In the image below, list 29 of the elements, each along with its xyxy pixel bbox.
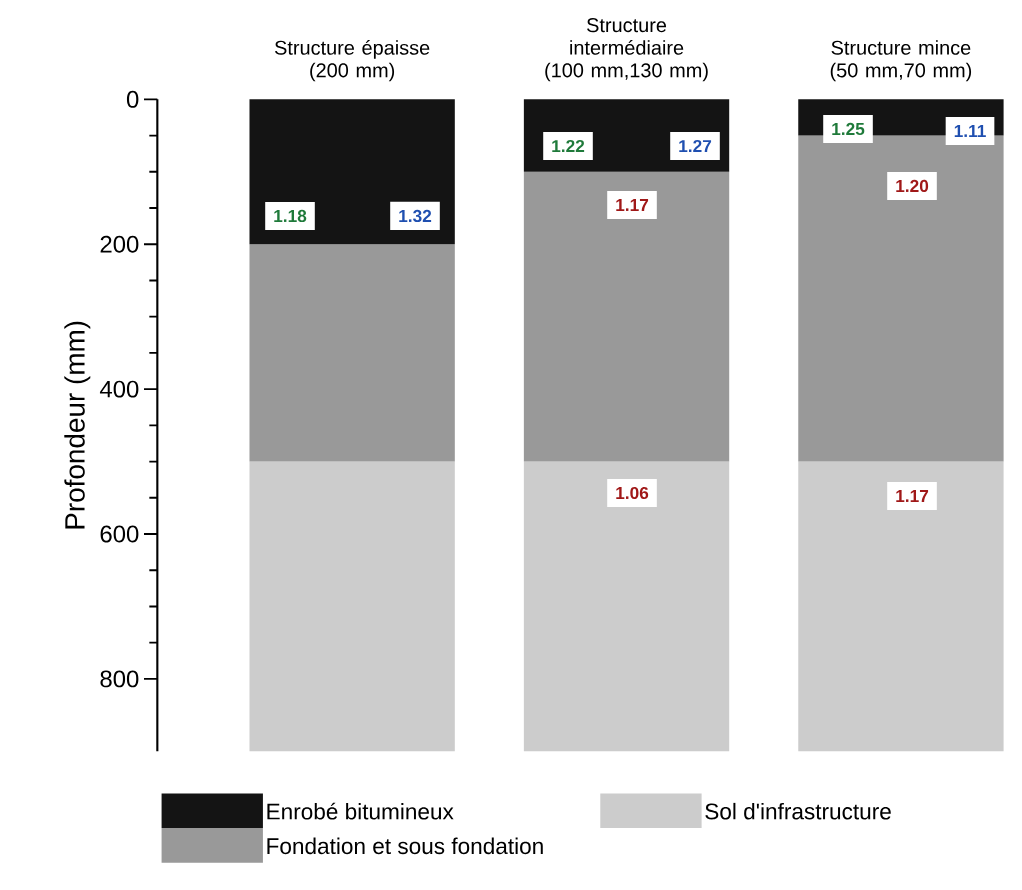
annotation: 1.20 <box>896 179 929 193</box>
x-tick-label: Structure intermédiaire (100 mm,130 mm) <box>545 18 708 82</box>
y-tick-label: 0 <box>126 90 139 108</box>
annotation: 1.22 <box>552 139 585 153</box>
annotation: 1.06 <box>616 486 649 500</box>
bar <box>798 135 1004 462</box>
bar <box>798 461 1004 752</box>
bar <box>523 461 730 752</box>
bar <box>249 461 455 752</box>
annotation: 1.27 <box>679 139 712 153</box>
annotation: 1.25 <box>832 122 865 136</box>
bar <box>249 244 455 462</box>
x-tick-label: Structure épaisse (200 mm) <box>274 39 430 82</box>
annotation: 1.18 <box>274 209 307 223</box>
x-tick-label: Structure mince (50 mm,70 mm) <box>830 40 972 82</box>
legend-label: Fondation et sous fondation <box>267 837 543 855</box>
legend-label: Enrobé bitumineux <box>267 802 454 820</box>
y-axis-title: Profondeur (mm) <box>64 321 91 529</box>
bar <box>523 171 730 462</box>
bar <box>249 99 455 245</box>
annotation: 1.11 <box>954 125 986 137</box>
annotation: 1.17 <box>896 490 929 502</box>
y-tick-label: 800 <box>100 670 139 688</box>
legend-label: Sol d'infrastructure <box>705 802 891 820</box>
y-tick-label: 600 <box>100 525 139 543</box>
y-tick-label: 400 <box>99 380 139 398</box>
y-tick-label: 200 <box>100 235 139 253</box>
annotation: 1.32 <box>399 209 432 223</box>
annotation: 1.17 <box>616 199 649 211</box>
